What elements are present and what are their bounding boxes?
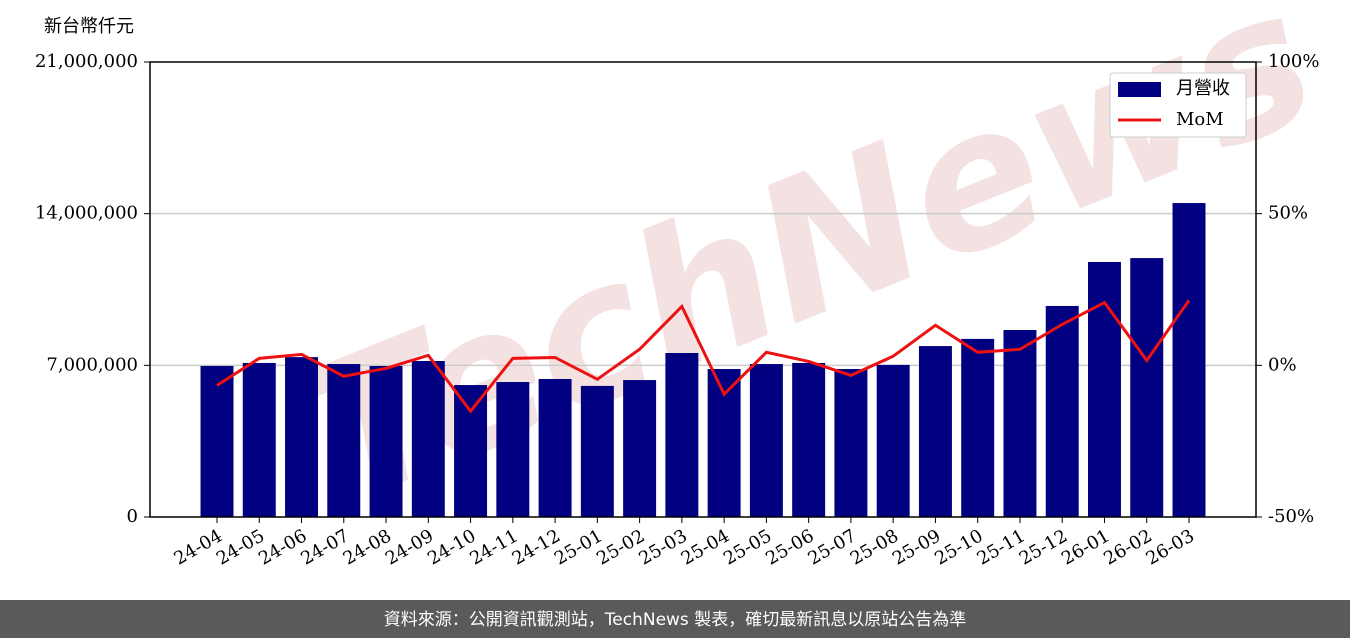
bar (918, 346, 952, 517)
bar (496, 382, 530, 517)
bar (876, 364, 910, 517)
footer-bar (0, 600, 1350, 638)
bar (369, 365, 403, 517)
bar (1087, 261, 1121, 517)
bar (1045, 305, 1079, 517)
y-tick-label: 21,000,000 (35, 51, 138, 72)
legend-swatch (1118, 82, 1161, 97)
y2-tick-label: 50% (1268, 203, 1308, 224)
bar (1130, 258, 1164, 517)
plot-frame (149, 61, 1257, 518)
bar (665, 352, 699, 517)
y2-tick-label: 0% (1268, 354, 1297, 375)
bar (242, 362, 276, 517)
bar (200, 365, 234, 517)
x-tick-label: 26-03 (1143, 525, 1198, 569)
bar (285, 357, 319, 517)
y-axis-label: 新台幣仟元 (44, 16, 134, 37)
bar (327, 364, 361, 517)
line (216, 299, 1191, 414)
legend-label: MoM (1176, 109, 1224, 130)
footer: 資料來源：公開資訊觀測站，TechNews 製表，確切最新訊息以原站公告為準 (384, 610, 966, 630)
y-tick-label: 7,000,000 (46, 354, 138, 375)
y-tick-label: 14,000,000 (35, 203, 138, 224)
bar (1172, 203, 1206, 518)
bar (538, 378, 572, 517)
legend-label: 月營收 (1176, 78, 1230, 99)
bar (792, 362, 826, 517)
bar (580, 385, 614, 517)
bar (411, 361, 445, 517)
y-tick-label: 0 (127, 506, 138, 527)
bar (1003, 330, 1037, 517)
bar (834, 369, 868, 517)
bar (961, 338, 995, 517)
y2-tick-label: -50% (1268, 506, 1314, 527)
y2-tick-label: 100% (1268, 51, 1319, 72)
bar (623, 380, 657, 517)
bar (454, 385, 488, 517)
bar (749, 364, 783, 517)
